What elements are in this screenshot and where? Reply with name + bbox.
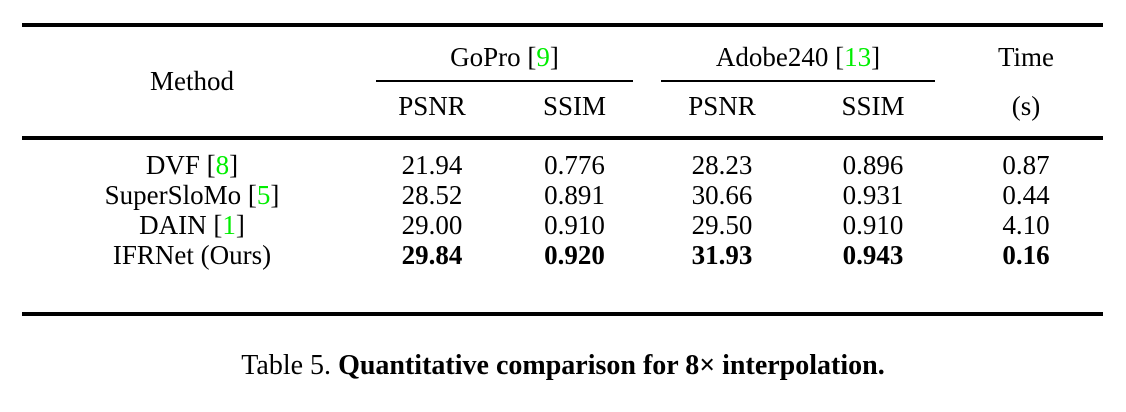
method-cell: DVF [8]: [22, 138, 362, 180]
value-cell-time: 0.16: [1002, 240, 1050, 270]
value-cell-adobe-ssim: 0.931: [842, 180, 904, 210]
column-header-gopro-psnr: PSNR: [398, 91, 466, 121]
value-cell-gopro-ssim: 0.891: [544, 180, 605, 210]
value-cell-time: 4.10: [1002, 210, 1050, 240]
citation-link-9[interactable]: 9: [536, 42, 550, 72]
citation-link-13[interactable]: 13: [844, 42, 872, 72]
table-body: DVF [8] 21.94 0.776 28.23 0.896 0.87 Sup…: [22, 138, 1103, 314]
value-cell-gopro-ssim: 0.910: [544, 210, 605, 240]
group-gopro-label: GoPro [: [450, 42, 537, 72]
caption-text: Quantitative comparison for 8× interpola…: [338, 350, 885, 381]
column-header-time-unit: (s): [1011, 91, 1041, 121]
column-header-gopro-ssim: SSIM: [542, 91, 607, 121]
method-name: IFRNet (Ours): [112, 240, 272, 270]
value-cell-gopro-psnr: 29.00: [401, 210, 463, 240]
table-row-dain: DAIN [1] 29.00 0.910 29.50 0.910 4.10: [22, 210, 1103, 240]
citation-link-5[interactable]: 5: [256, 180, 271, 210]
value-cell-adobe-psnr: 28.23: [691, 150, 753, 180]
results-table: Method GoPro [9] Adobe240 [13] Time PSNR…: [22, 23, 1104, 316]
value-cell-gopro-ssim: 0.920: [544, 240, 605, 270]
method-name: SuperSloMo [: [104, 180, 257, 210]
table-header: Method GoPro [9] Adobe240 [13] Time PSNR…: [22, 25, 1104, 138]
table-caption: Table 5. Quantitative comparison for 8× …: [0, 349, 1126, 383]
group-gopro-bracket-close: ]: [549, 42, 559, 72]
value-cell-adobe-psnr: 29.50: [691, 210, 753, 240]
method-cell: DAIN [1]: [22, 210, 362, 240]
value-cell-adobe-psnr: 31.93: [691, 240, 753, 270]
value-cell-adobe-psnr: 30.66: [691, 180, 753, 210]
column-header-adobe-psnr: PSNR: [688, 91, 756, 121]
method-bracket-close: ]: [270, 180, 280, 210]
value-cell-gopro-psnr: 21.94: [401, 150, 463, 180]
method-cell: SuperSloMo [5]: [22, 180, 362, 210]
method-name: DAIN [: [139, 210, 223, 240]
value-cell-time: 0.87: [1002, 150, 1050, 180]
value-cell-adobe-ssim: 0.896: [842, 150, 904, 180]
column-group-adobe240: Adobe240 [13]: [647, 25, 949, 82]
method-name: DVF [: [145, 150, 216, 180]
group-adobe240-bracket-close: ]: [871, 42, 881, 72]
table-row-ifrnet-ours: IFRNet (Ours) 29.84 0.920 31.93 0.943 0.…: [22, 240, 1103, 314]
group-adobe240-label: Adobe240 [: [715, 42, 845, 72]
column-header-method: Method: [150, 66, 234, 96]
citation-link-8[interactable]: 8: [215, 150, 230, 180]
value-cell-adobe-ssim: 0.910: [842, 210, 904, 240]
table-row-superslomo: SuperSloMo [5] 28.52 0.891 30.66 0.931 0…: [22, 180, 1103, 210]
column-group-gopro: GoPro [9]: [362, 25, 647, 82]
value-cell-adobe-ssim: 0.943: [842, 240, 904, 270]
value-cell-gopro-ssim: 0.776: [544, 150, 605, 180]
header-row-groups: Method GoPro [9] Adobe240 [13] Time: [22, 25, 1103, 96]
header-row-metrics: PSNR SSIM PSNR SSIM (s): [22, 82, 1103, 138]
citation-link-1[interactable]: 1: [222, 210, 236, 240]
method-bracket-close: ]: [235, 210, 245, 240]
value-cell-time: 0.44: [1002, 180, 1050, 210]
method-cell: IFRNet (Ours): [22, 240, 362, 314]
value-cell-gopro-psnr: 29.84: [401, 240, 463, 270]
method-bracket-close: ]: [229, 150, 239, 180]
column-header-time: Time: [998, 42, 1055, 72]
value-cell-gopro-psnr: 28.52: [401, 180, 463, 210]
column-header-adobe-ssim: SSIM: [841, 91, 905, 121]
table-row-dvf: DVF [8] 21.94 0.776 28.23 0.896 0.87: [22, 138, 1103, 180]
caption-label: Table 5.: [241, 350, 332, 381]
